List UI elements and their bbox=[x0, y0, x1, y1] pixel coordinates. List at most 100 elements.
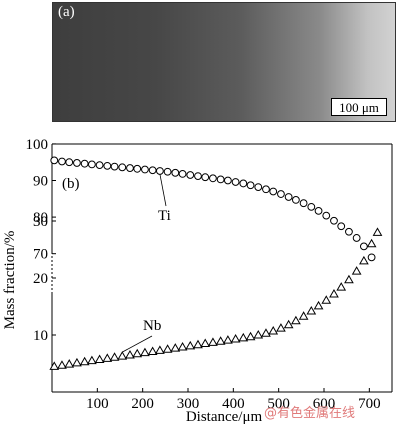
nb-point bbox=[245, 331, 256, 341]
x-tick-label: 700 bbox=[358, 396, 381, 412]
ti-point bbox=[330, 216, 338, 225]
ti-point bbox=[110, 162, 119, 171]
nb-point bbox=[49, 361, 60, 370]
axis-ticks: 100 200 300 400 500 600 700 70 80 90 100 10 20 30 bbox=[26, 137, 381, 412]
ti-point bbox=[262, 185, 270, 194]
y-tick-label: 10 bbox=[33, 328, 48, 344]
ti-point bbox=[209, 174, 217, 183]
ti-point bbox=[254, 183, 263, 191]
ti-point bbox=[223, 176, 232, 185]
series-label-ti: Ti bbox=[158, 208, 171, 224]
nb-point bbox=[268, 326, 279, 335]
ti-point bbox=[103, 161, 112, 170]
ti-point bbox=[269, 187, 278, 196]
nb-point bbox=[170, 343, 181, 352]
nb-point bbox=[276, 323, 286, 332]
ti-point bbox=[337, 222, 346, 231]
ti-point bbox=[178, 170, 187, 178]
nb-point bbox=[87, 355, 97, 365]
nb-point bbox=[208, 337, 218, 346]
x-tick-label: 600 bbox=[313, 396, 336, 412]
ti-point bbox=[299, 199, 308, 208]
ti-point bbox=[246, 181, 255, 190]
x-tick-label: 100 bbox=[86, 396, 109, 412]
ti-point bbox=[186, 171, 195, 179]
y-tick-label: 70 bbox=[33, 247, 48, 263]
ti-callout-line bbox=[159, 173, 167, 207]
line-chart: 100 200 300 400 500 600 700 70 80 90 100 10 20 30 (b)… bbox=[2, 137, 393, 425]
ti-point bbox=[58, 157, 66, 166]
scale-bar-label: 100 μm bbox=[339, 100, 379, 115]
ti-point bbox=[367, 253, 376, 262]
nb-point bbox=[351, 266, 362, 275]
nb-point bbox=[162, 344, 173, 353]
x-tick-label: 200 bbox=[131, 396, 154, 412]
plot-frame bbox=[51, 143, 393, 393]
x-axis-label: Distance/μm bbox=[186, 409, 263, 425]
nb-point bbox=[132, 348, 143, 358]
nb-point bbox=[102, 353, 113, 362]
nb-point bbox=[109, 352, 120, 361]
micrograph-image: (a) 100 μm bbox=[52, 2, 396, 122]
nb-point bbox=[117, 351, 128, 360]
y-tick-label: 100 bbox=[26, 137, 49, 153]
nb-point bbox=[64, 359, 75, 368]
ti-point bbox=[80, 159, 89, 168]
nb-point bbox=[366, 238, 377, 248]
nb-point bbox=[79, 356, 90, 366]
watermark: @有色金属在线 bbox=[264, 406, 356, 421]
ti-point bbox=[87, 160, 96, 169]
nb-point bbox=[372, 227, 383, 236]
ti-point bbox=[201, 173, 210, 182]
nb-point bbox=[306, 306, 317, 315]
y-tick-label: 20 bbox=[33, 271, 48, 287]
nb-point bbox=[291, 315, 301, 325]
ti-point bbox=[194, 172, 202, 181]
ti-point bbox=[307, 202, 316, 211]
nb-point bbox=[261, 328, 271, 337]
nb-point bbox=[329, 288, 339, 298]
ti-point bbox=[118, 163, 127, 172]
nb-point bbox=[57, 360, 67, 369]
nb-callout-line bbox=[122, 335, 153, 353]
ti-point bbox=[284, 193, 293, 201]
ti-point bbox=[126, 164, 134, 172]
nb-point bbox=[72, 357, 82, 367]
ti-point bbox=[322, 211, 331, 220]
ti-point bbox=[155, 167, 164, 175]
ti-point bbox=[277, 190, 285, 198]
ti-point bbox=[345, 227, 353, 236]
panel-label: (b) bbox=[62, 176, 80, 192]
y-tick-label: 80 bbox=[33, 210, 48, 226]
scale-bar: 100 μm bbox=[331, 98, 387, 116]
ti-point bbox=[163, 167, 172, 176]
nb-point bbox=[94, 354, 105, 364]
nb-point bbox=[125, 349, 135, 359]
nb-point bbox=[147, 346, 158, 356]
ti-point bbox=[141, 165, 149, 174]
nb-point bbox=[238, 332, 249, 342]
nb-point bbox=[336, 282, 347, 291]
nb-point bbox=[223, 335, 233, 344]
nb-point bbox=[321, 295, 332, 304]
nb-point bbox=[185, 340, 196, 350]
x-tick-label: 500 bbox=[267, 396, 290, 412]
ti-point bbox=[352, 234, 361, 242]
nb-point bbox=[200, 338, 211, 348]
ti-point bbox=[216, 175, 225, 184]
nb-point bbox=[193, 339, 203, 349]
ti-point bbox=[359, 242, 368, 251]
ti-point bbox=[291, 195, 300, 204]
nb-point bbox=[359, 255, 369, 265]
y-axis-label: Mass fraction/% bbox=[2, 231, 18, 330]
nb-point bbox=[140, 347, 150, 357]
ti-point bbox=[133, 164, 142, 173]
ti-point bbox=[65, 158, 74, 167]
ti-point bbox=[314, 206, 323, 215]
nb-point bbox=[177, 341, 188, 351]
ti-point bbox=[50, 156, 59, 165]
nb-point bbox=[253, 329, 264, 339]
ti-point bbox=[239, 179, 248, 188]
nb-point bbox=[155, 345, 165, 354]
nb-point bbox=[344, 274, 354, 284]
